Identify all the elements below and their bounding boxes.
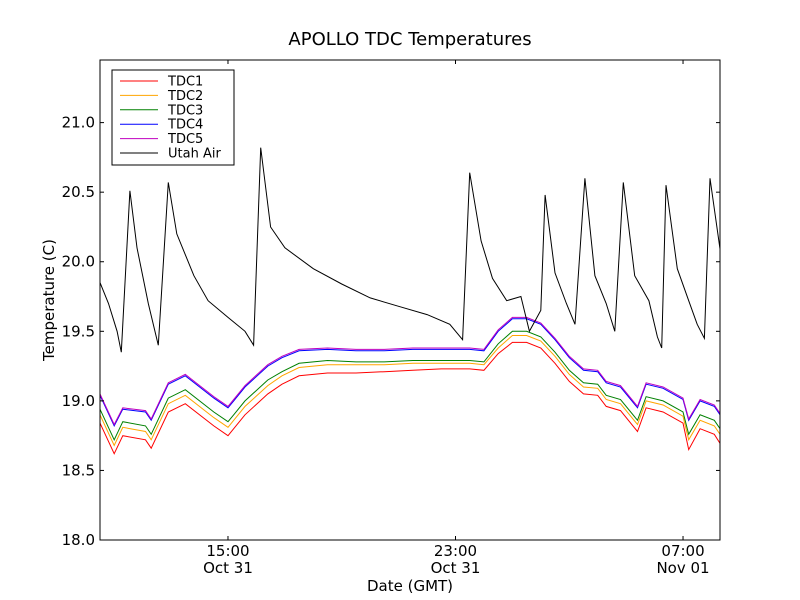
legend-box [111,69,235,166]
series-line-tdc4 [100,318,720,428]
y-tick-label: 20.0 [62,253,95,271]
series-line-utah-air [100,147,720,353]
legend-label-tdc3: TDC3 [167,103,203,118]
x-tick-label-time: 23:00 [434,542,477,560]
plot-frame [99,59,721,541]
y-tick-label: 20.5 [62,183,95,201]
series-line-tdc5 [100,316,720,426]
legend-label-tdc1: TDC1 [167,75,203,90]
legend-label-utah-air: Utah Air [168,147,221,162]
legend-label-tdc5: TDC5 [167,132,203,147]
series-line-tdc3 [100,330,720,441]
x-tick-label-date: Oct 31 [203,559,253,577]
y-tick-label: 21.0 [62,114,95,132]
x-tick-label-time: 15:00 [206,542,249,560]
y-tick-label: 19.0 [62,392,95,410]
y-tick-label: 18.5 [62,461,95,479]
x-tick-label-date: Nov 01 [656,559,709,577]
series-line-tdc2 [100,335,720,447]
y-axis-label: Temperature (C) [40,239,58,362]
x-axis-label: Date (GMT) [367,577,453,595]
x-tick-label-time: 07:00 [661,542,704,560]
series-layer [100,147,720,455]
legend-label-tdc4: TDC4 [167,118,203,133]
x-tick-label-date: Oct 31 [431,559,481,577]
series-line-tdc1 [100,341,720,455]
chart-title: APOLLO TDC Temperatures [288,29,531,50]
legend-label-tdc2: TDC2 [167,89,203,104]
y-tick-label: 19.5 [62,322,95,340]
y-tick-label: 18.0 [62,531,95,549]
